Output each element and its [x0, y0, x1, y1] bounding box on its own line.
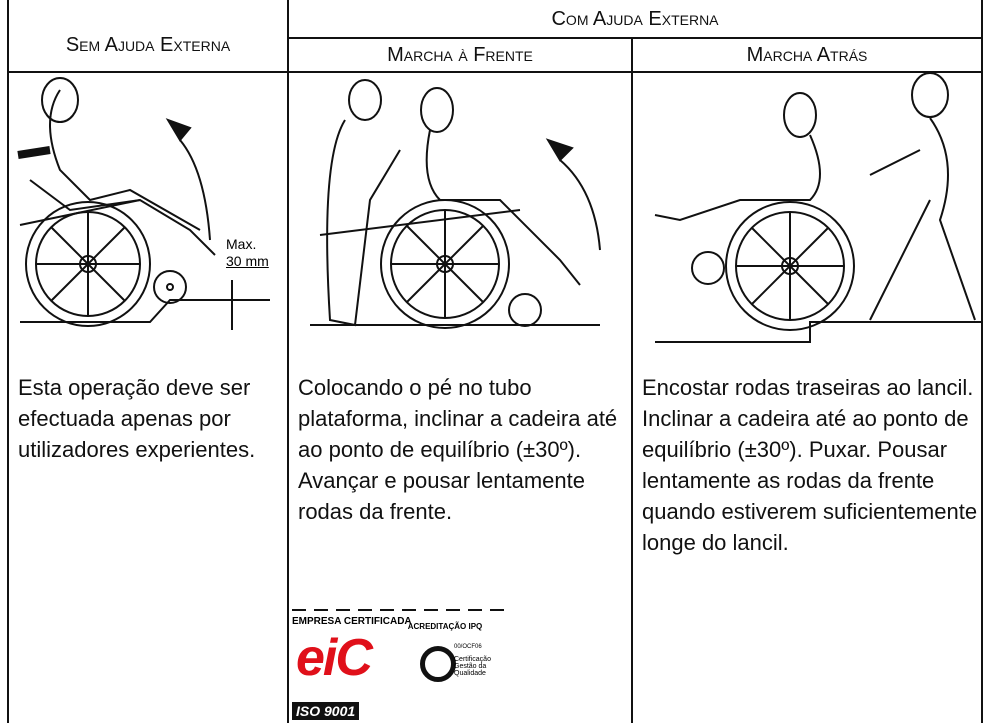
wheelchair-3 [654, 72, 982, 343]
logo-text: ACREDITAÇÃO IPQ [407, 622, 483, 631]
certification-logo: EMPRESA CERTIFICADA eiC ISO 9001 ACREDIT… [292, 616, 512, 721]
logo-text: EMPRESA CERTIFICADA [292, 616, 412, 627]
label: Max. [226, 236, 257, 252]
logo-mark [420, 646, 456, 682]
group-header: Com Ajuda Externa [551, 8, 719, 30]
column-header: Marcha à Frente [387, 44, 533, 66]
body-text: Encostar rodas traseiras ao lancil. Incl… [642, 375, 978, 555]
logo-brand: eiC [296, 629, 373, 687]
logo-text: 00/OCF06 [454, 644, 482, 650]
dimension-label: Max. 30 mm [226, 236, 269, 270]
column-header: Sem Ajuda Externa [65, 34, 231, 56]
wheelchair-2 [310, 79, 601, 329]
body-text: Esta operação deve ser efectuada apenas … [18, 375, 256, 462]
label: 30 mm [226, 253, 269, 269]
column-header: Marcha Atrás [746, 44, 868, 66]
body-text: Colocando o pé no tubo plataforma, incli… [298, 375, 618, 524]
logo-text: Certificação Gestão da Qualidade [454, 656, 491, 677]
logo-standard: ISO 9001 [292, 702, 360, 720]
wheelchair-1 [17, 77, 270, 330]
